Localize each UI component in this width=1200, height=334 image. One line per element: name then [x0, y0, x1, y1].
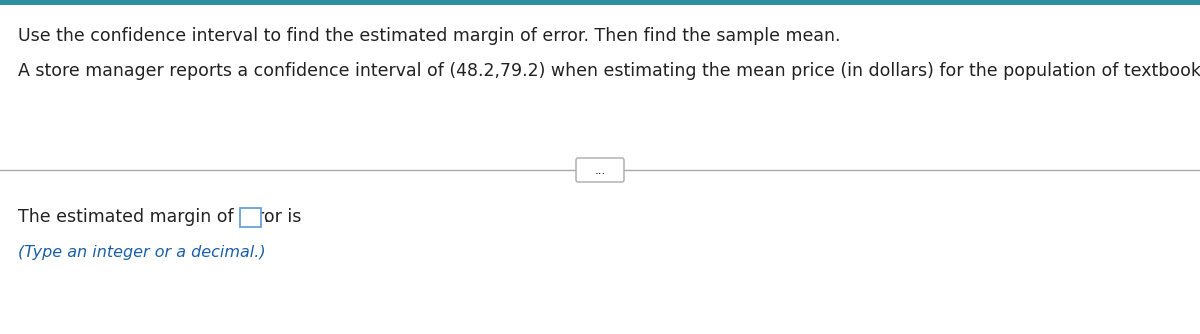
FancyBboxPatch shape: [576, 158, 624, 182]
Text: ...: ...: [594, 164, 606, 176]
FancyBboxPatch shape: [240, 207, 260, 226]
Text: A store manager reports a confidence interval of (48.2,79.2) when estimating the: A store manager reports a confidence int…: [18, 62, 1200, 80]
Text: Use the confidence interval to find the estimated margin of error. Then find the: Use the confidence interval to find the …: [18, 27, 840, 45]
Text: .: .: [263, 208, 269, 226]
Text: (Type an integer or a decimal.): (Type an integer or a decimal.): [18, 245, 265, 260]
FancyBboxPatch shape: [0, 0, 1200, 5]
Text: The estimated margin of error is: The estimated margin of error is: [18, 208, 301, 226]
